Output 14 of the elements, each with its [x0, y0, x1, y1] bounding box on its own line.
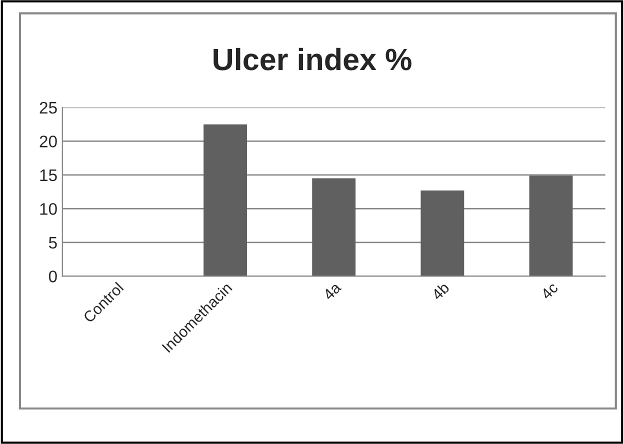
x-tick-label: 4a [322, 281, 342, 301]
y-tick-label: 5 [48, 236, 57, 249]
x-tick-label: 4c [540, 282, 559, 300]
y-tick-label: 25 [40, 102, 57, 114]
bar [529, 176, 573, 276]
y-tick-label: 10 [40, 203, 57, 215]
y-tick-label: 20 [40, 136, 57, 148]
y-tick-label: 0 [48, 270, 57, 282]
bar [312, 178, 356, 276]
bar [420, 190, 464, 276]
chart-title: Ulcer index % [214, 48, 412, 70]
y-tick-label: 15 [40, 170, 57, 182]
bar [204, 124, 247, 276]
x-tick-label: 4b [430, 281, 450, 301]
